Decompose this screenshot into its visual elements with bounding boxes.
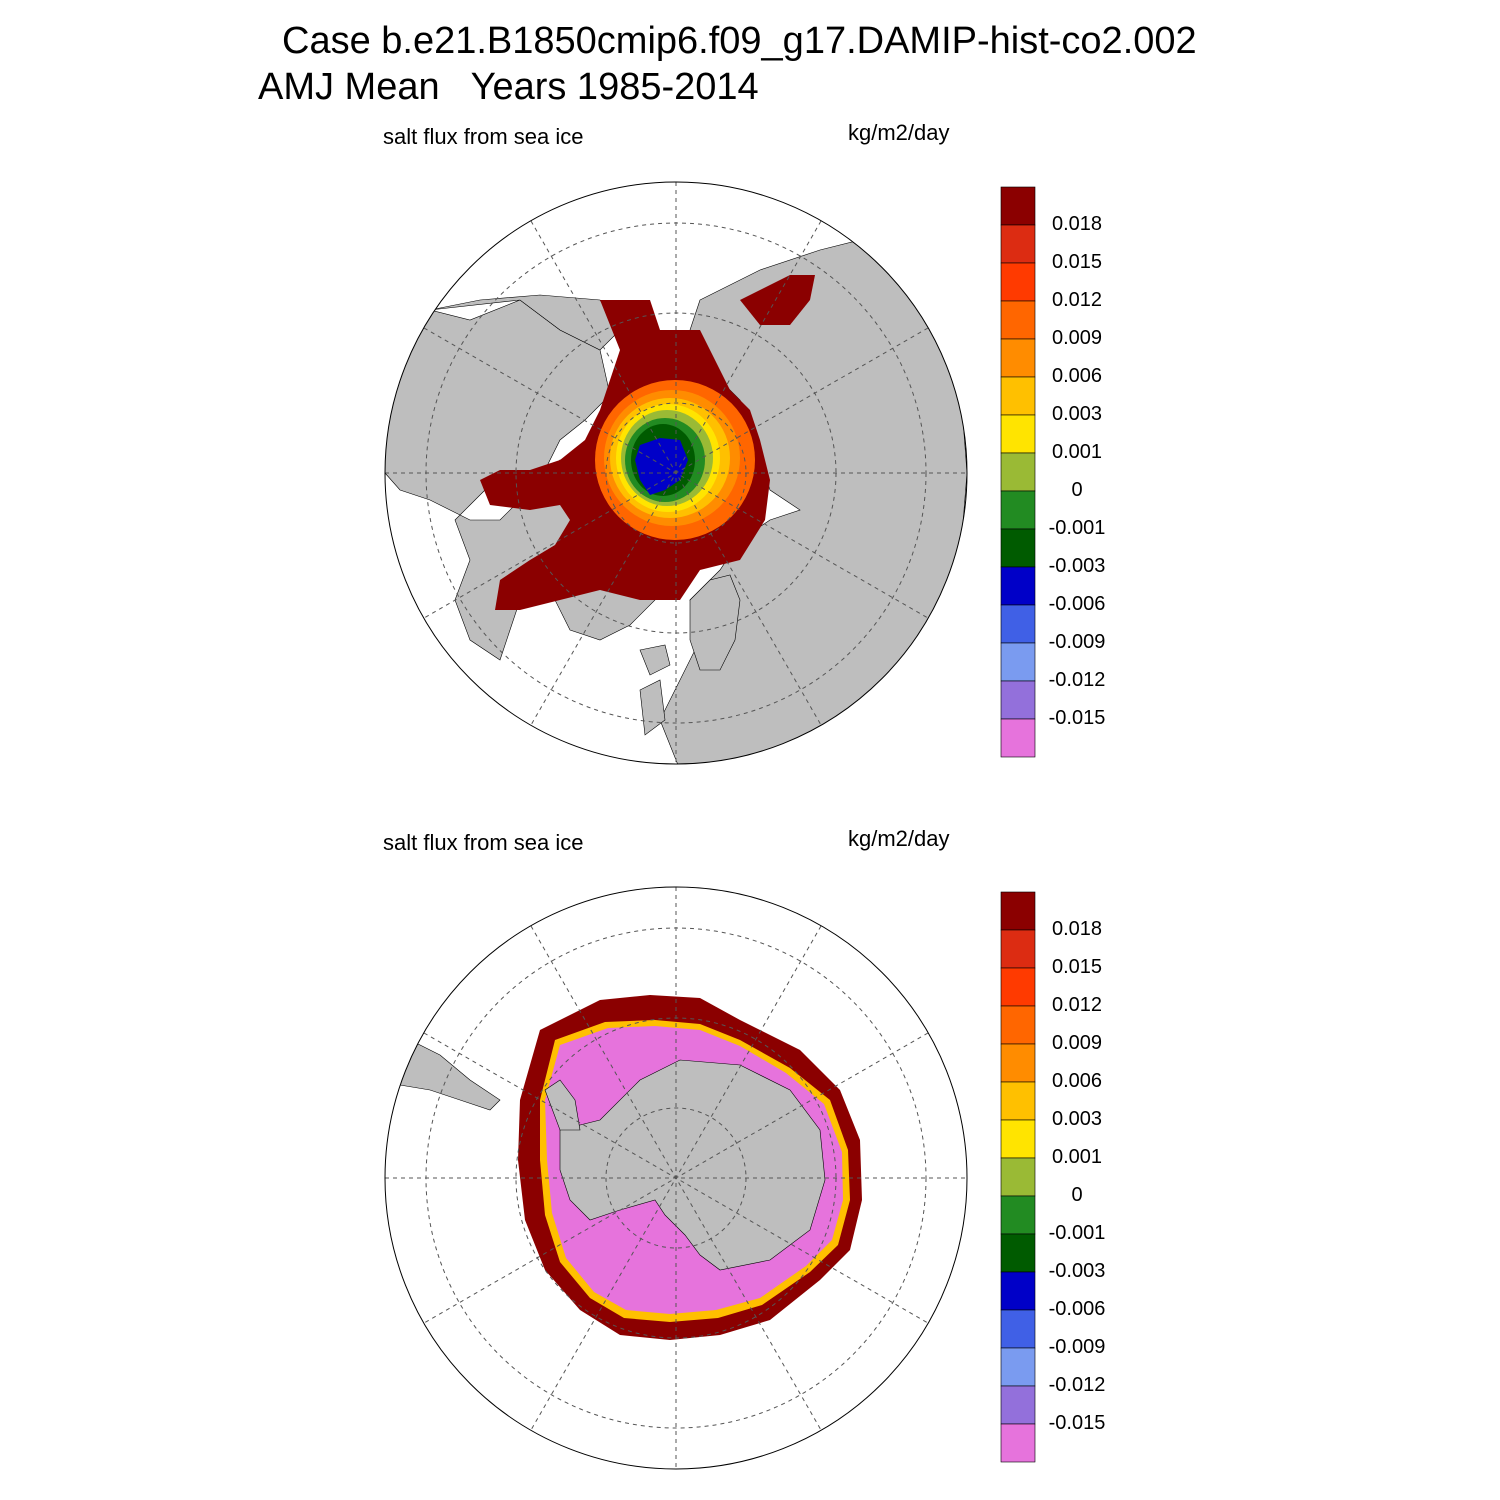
south-colorbar-box [1000, 1423, 1036, 1463]
north-colorbar-box [1000, 262, 1036, 302]
north-colorbar-tick-label: 0.003 [1051, 403, 1103, 425]
south-colorbar-box [1000, 1081, 1036, 1121]
south-colorbar-tick-label: -0.012 [1048, 1374, 1106, 1396]
south-colorbar-box [1000, 967, 1036, 1007]
south-colorbar-box [1000, 1005, 1036, 1045]
north-colorbar-box [1000, 528, 1036, 568]
south-colorbar-tick-label: -0.009 [1048, 1336, 1106, 1358]
south-colorbar-box [1000, 1043, 1036, 1083]
south-colorbar-box [1000, 1195, 1036, 1235]
north-seaice-okhotsk [740, 275, 815, 325]
south-colorbar-tick-label: -0.001 [1048, 1222, 1106, 1244]
north-colorbar-tick-label: -0.009 [1048, 631, 1106, 653]
south-colorbar-box [1000, 929, 1036, 969]
south-land-south-america [385, 1039, 501, 1111]
south-colorbar-box [1000, 1309, 1036, 1349]
north-colorbar-box [1000, 718, 1036, 758]
south-colorbar-tick-label: -0.015 [1048, 1412, 1106, 1434]
north-colorbar-tick-label: -0.003 [1048, 555, 1106, 577]
south-colorbar-box [1000, 1233, 1036, 1273]
north-colorbar-tick-label: -0.001 [1048, 517, 1106, 539]
south-colorbar-tick-label: 0.009 [1051, 1032, 1103, 1054]
south-colorbar-tick-label: 0.018 [1051, 918, 1103, 940]
north-colorbar-tick-label: 0 [1071, 479, 1083, 501]
north-colorbar-box [1000, 414, 1036, 454]
north-colorbar-tick-label: -0.006 [1048, 593, 1106, 615]
north-colorbar-box [1000, 186, 1036, 226]
south-colorbar-box [1000, 1119, 1036, 1159]
north-colorbar-tick-label: 0.018 [1051, 213, 1103, 235]
south-colorbar-box [1000, 1385, 1036, 1425]
south-polar-map [384, 886, 968, 1470]
south-land-antarctica [559, 1059, 826, 1271]
south-colorbar-tick-label: 0.003 [1051, 1108, 1103, 1130]
north-colorbar-tick-label: 0.009 [1051, 327, 1103, 349]
north-colorbar-box [1000, 680, 1036, 720]
north-colorbar-box [1000, 490, 1036, 530]
south-colorbar-tick-label: 0 [1071, 1184, 1083, 1206]
north-colorbar-box [1000, 452, 1036, 492]
north-colorbar-tick-label: -0.012 [1048, 669, 1106, 691]
north-colorbar-tick-label: 0.012 [1051, 289, 1103, 311]
north-colorbar-box [1000, 376, 1036, 416]
north-colorbar-box [1000, 300, 1036, 340]
north-colorbar-box [1000, 642, 1036, 682]
south-colorbar-tick-label: 0.015 [1051, 956, 1103, 978]
north-panel-units-label: kg/m2/day [848, 120, 950, 145]
south-panel-units-label: kg/m2/day [848, 826, 950, 851]
figure-title-season: AMJ Mean Years 1985-2014 [258, 66, 759, 108]
north-graticule [385, 182, 967, 764]
south-colorbar-box [1000, 891, 1036, 931]
north-colorbar-box [1000, 224, 1036, 264]
south-colorbar-tick-label: -0.006 [1048, 1298, 1106, 1320]
north-land-british-isles [639, 679, 666, 736]
north-colorbar-tick-label: 0.001 [1051, 441, 1103, 463]
north-panel-variable-label: salt flux from sea ice [383, 124, 584, 149]
north-land-iceland [639, 644, 671, 676]
south-colorbar-box [1000, 1347, 1036, 1387]
north-colorbar-box [1000, 604, 1036, 644]
south-colorbar-tick-label: -0.003 [1048, 1260, 1106, 1282]
south-colorbar-box [1000, 1157, 1036, 1197]
north-colorbar-box [1000, 566, 1036, 606]
south-colorbar-tick-label: 0.006 [1051, 1070, 1103, 1092]
figure-title-case: Case b.e21.B1850cmip6.f09_g17.DAMIP-hist… [282, 20, 1197, 62]
south-graticule [385, 887, 967, 1469]
north-polar-map [384, 181, 968, 765]
north-colorbar-tick-label: 0.015 [1051, 251, 1103, 273]
south-colorbar-tick-label: 0.012 [1051, 994, 1103, 1016]
north-colorbar-tick-label: 0.006 [1051, 365, 1103, 387]
north-colorbar-tick-label: -0.015 [1048, 707, 1106, 729]
north-seaice-core-blue [635, 438, 688, 495]
south-panel-variable-label: salt flux from sea ice [383, 830, 584, 855]
south-colorbar-tick-label: 0.001 [1051, 1146, 1103, 1168]
south-colorbar-box [1000, 1271, 1036, 1311]
north-land-scandinavia [689, 574, 741, 671]
north-colorbar-box [1000, 338, 1036, 378]
